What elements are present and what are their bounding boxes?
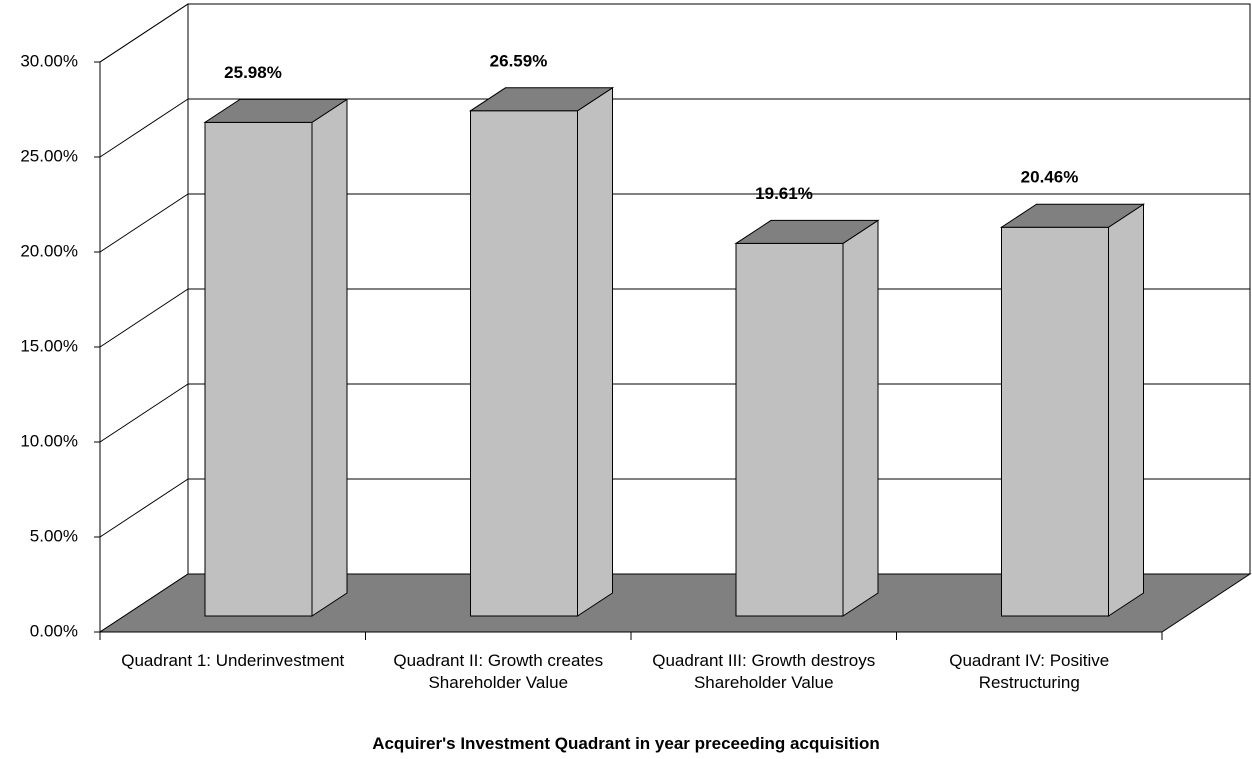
x-tick-label: Quadrant II: Growth creates Shareholder … xyxy=(393,651,604,692)
bar xyxy=(468,86,615,617)
bar-side xyxy=(842,219,879,617)
grid-line xyxy=(99,478,189,538)
grid-line xyxy=(99,288,189,348)
bar-top xyxy=(203,98,349,123)
bar-front xyxy=(470,110,578,617)
bar-top xyxy=(999,203,1146,228)
grid-line xyxy=(99,98,189,158)
grid-line xyxy=(99,383,189,443)
bar-front xyxy=(735,242,844,617)
bar-side xyxy=(577,86,613,617)
value-label: 20.46% xyxy=(1021,168,1079,187)
value-label: 19.61% xyxy=(755,184,813,203)
grid-line xyxy=(99,193,189,253)
y-tick-label: 25.00% xyxy=(20,146,78,165)
x-tick-label: Quadrant IV: Positive Restructuring xyxy=(949,651,1110,692)
bar-side xyxy=(311,98,348,617)
bar-front xyxy=(204,121,313,617)
x-tick-label: Quadrant III: Growth destroys Shareholde… xyxy=(652,651,876,692)
bar xyxy=(203,98,349,617)
bar-top xyxy=(734,219,880,244)
bar xyxy=(999,203,1146,617)
y-tick-label: 15.00% xyxy=(20,336,78,355)
bar-front xyxy=(1001,226,1109,617)
grid-line xyxy=(99,3,189,63)
bar-side xyxy=(1108,203,1144,617)
value-label: 25.98% xyxy=(224,63,282,82)
x-tick-label: Quadrant 1: Underinvestment xyxy=(121,651,345,670)
y-tick-label: 0.00% xyxy=(30,621,78,640)
y-tick-label: 5.00% xyxy=(30,526,78,545)
bar xyxy=(734,219,880,617)
y-tick-label: 10.00% xyxy=(20,431,78,450)
y-tick-label: 30.00% xyxy=(20,51,78,70)
y-tick-label: 20.00% xyxy=(20,241,78,260)
value-label: 26.59% xyxy=(490,51,548,70)
bar-top xyxy=(468,87,615,112)
x-axis-title: Acquirer's Investment Quadrant in year p… xyxy=(372,734,880,753)
